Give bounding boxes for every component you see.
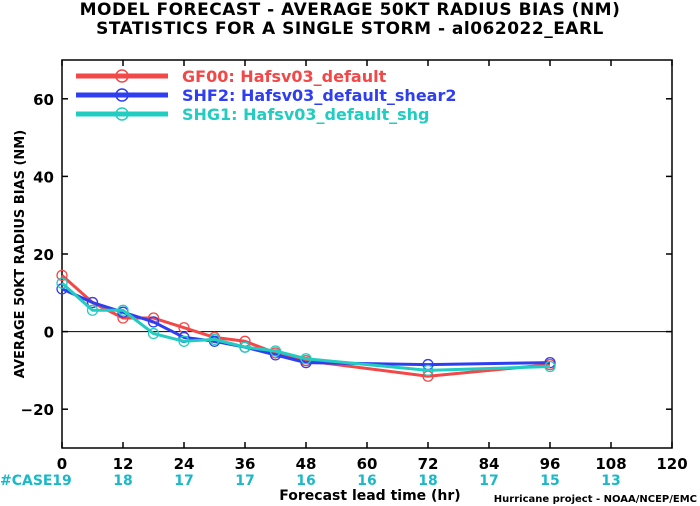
plot-area <box>61 59 673 449</box>
data-point <box>86 296 99 309</box>
y-tick-label: 0 <box>44 324 54 342</box>
case-count: 17 <box>174 473 193 489</box>
data-point <box>269 345 282 357</box>
data-point <box>178 335 190 347</box>
legend-marker <box>115 88 129 102</box>
y-tick-label: 40 <box>33 168 54 186</box>
y-tick-label: 60 <box>33 91 54 109</box>
data-point <box>117 304 129 316</box>
x-tick-label: 60 <box>357 455 378 473</box>
data-point <box>239 341 251 353</box>
legend-marker <box>115 107 129 121</box>
series-line <box>61 274 551 378</box>
x-tick-label: 120 <box>656 455 687 473</box>
x-tick-label: 96 <box>540 455 561 473</box>
chart-title: MODEL FORECAST - AVERAGE 50KT RADIUS BIA… <box>79 0 621 20</box>
case-count: 15 <box>540 473 559 489</box>
legend-label: SHG1: Hafsv03_default_shg <box>182 105 429 124</box>
legend-marker <box>115 69 129 83</box>
case-count: 13 <box>601 473 620 489</box>
x-tick-label: 108 <box>595 455 626 473</box>
case-label: #CASE <box>0 473 53 489</box>
data-point <box>56 269 68 281</box>
case-count: 18 <box>113 473 132 489</box>
x-tick-label: 0 <box>57 455 67 473</box>
x-tick-label: 72 <box>418 455 439 473</box>
data-point <box>86 304 99 316</box>
data-point <box>544 360 556 373</box>
y-tick-label: −20 <box>21 401 54 419</box>
case-count: 18 <box>418 473 437 489</box>
x-axis-label: Forecast lead time (hr) <box>279 488 460 504</box>
data-point <box>300 353 312 365</box>
y-tick-label: 20 <box>33 246 54 264</box>
data-point <box>56 277 68 289</box>
x-tick-label: 36 <box>235 455 256 473</box>
data-point <box>147 327 160 340</box>
x-tick-label: 12 <box>113 455 134 473</box>
data-point <box>422 364 434 377</box>
series-line <box>61 281 551 372</box>
case-count: 16 <box>296 473 315 489</box>
data-point <box>208 333 221 346</box>
case-count: 16 <box>357 473 376 489</box>
legend-label: SHF2: Hafsv03_default_shear2 <box>182 86 456 105</box>
x-tick-label: 84 <box>479 455 500 473</box>
x-tick-label: 24 <box>174 455 195 473</box>
data-point <box>147 316 160 328</box>
chart-subtitle: STATISTICS FOR A SINGLE STORM - al062022… <box>96 19 604 39</box>
y-axis-label: AVERAGE 50KT RADIUS BIAS (NM) <box>13 130 28 378</box>
case-count: 17 <box>479 473 498 489</box>
legend-label: GF00: Hafsv03_default <box>182 67 387 86</box>
case-count: 19 <box>52 473 71 489</box>
case-count: 17 <box>235 473 254 489</box>
x-tick-label: 48 <box>296 455 317 473</box>
credit-text: Hurricane project - NOAA/NCEP/EMC <box>494 494 697 505</box>
